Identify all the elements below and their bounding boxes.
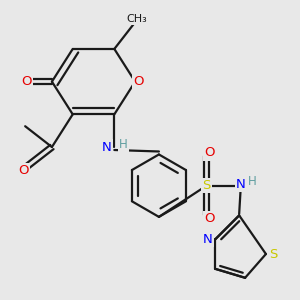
Text: H: H [119,138,128,151]
Text: N: N [203,233,213,246]
Text: O: O [18,164,29,177]
Text: O: O [133,75,143,88]
Text: O: O [204,212,215,225]
Text: N: N [236,178,245,191]
Text: S: S [202,179,211,192]
Text: S: S [269,248,278,260]
Text: O: O [21,75,32,88]
Text: H: H [248,175,257,188]
Text: N: N [102,140,112,154]
Text: CH₃: CH₃ [126,14,147,24]
Text: O: O [204,146,215,160]
